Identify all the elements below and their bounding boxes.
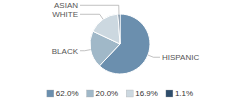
legend-item: 62.0%	[47, 89, 79, 98]
pie: HISPANIC BLACK WHITEASIAN	[52, 1, 200, 74]
legend-swatch	[126, 90, 133, 97]
leader-line	[80, 14, 103, 19]
legend: 62.0% 20.0% 16.9% 1.1%	[47, 89, 193, 98]
legend-label: 16.9%	[135, 89, 158, 98]
legend-item: 20.0%	[87, 89, 119, 98]
slice-label: HISPANIC	[162, 53, 199, 62]
legend-swatch	[166, 90, 173, 97]
legend-label: 62.0%	[56, 89, 79, 98]
leader-line	[80, 50, 91, 51]
slice-label: ASIAN	[54, 1, 78, 10]
slice-label: BLACK	[52, 47, 79, 56]
legend-label: 1.1%	[175, 89, 193, 98]
legend-swatch	[47, 90, 54, 97]
pie-slice	[93, 14, 120, 44]
legend-swatch	[87, 90, 94, 97]
slice-label: WHITE	[52, 10, 78, 19]
legend-item: 1.1%	[166, 89, 193, 98]
leader-line	[80, 5, 119, 14]
legend-label: 20.0%	[96, 89, 119, 98]
pie-slice	[118, 14, 120, 44]
chart: HISPANIC BLACK WHITEASIAN 62.0% 20.0% 16.9% 1.…	[0, 0, 240, 100]
leader-line	[148, 55, 160, 57]
legend-item: 16.9%	[126, 89, 158, 98]
